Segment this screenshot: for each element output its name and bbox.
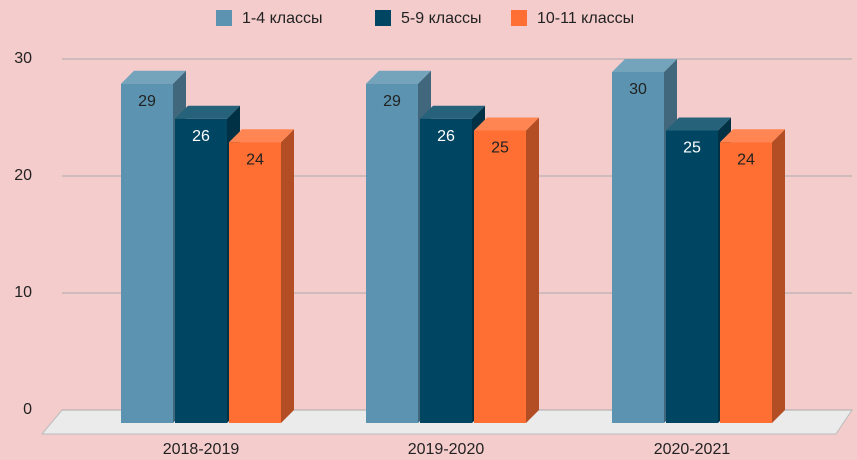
- legend-swatch: [216, 10, 232, 26]
- bar-top: [666, 117, 731, 131]
- bar: [666, 130, 718, 423]
- data-label: 29: [138, 93, 156, 110]
- bar-top: [366, 70, 431, 84]
- data-label: 24: [737, 151, 755, 168]
- bar: [366, 83, 418, 423]
- y-tick-label: 30: [14, 50, 32, 67]
- bar-top: [175, 105, 240, 119]
- bar-top: [229, 129, 294, 143]
- bar-side: [281, 129, 294, 423]
- bar-side: [772, 129, 785, 423]
- bar-top: [420, 105, 485, 119]
- bar: [612, 72, 664, 423]
- bar-top: [612, 59, 677, 72]
- data-label: 26: [437, 128, 455, 145]
- x-tick-label: 2018-2019: [163, 441, 240, 458]
- data-label: 26: [192, 128, 210, 145]
- data-label: 30: [629, 81, 647, 98]
- bar-top: [720, 129, 785, 143]
- bar-side: [526, 117, 539, 423]
- x-tick-label: 2019-2020: [408, 441, 485, 458]
- legend-label: 5-9 классы: [401, 10, 481, 27]
- legend-label: 10-11 классы: [537, 10, 634, 27]
- data-label: 29: [383, 93, 401, 110]
- bar: [420, 118, 472, 424]
- bar: [720, 142, 772, 423]
- y-tick-label: 10: [14, 284, 32, 301]
- data-label: 25: [491, 140, 509, 157]
- bar: [121, 83, 173, 423]
- x-tick-label: 2020-2021: [654, 441, 731, 458]
- legend-swatch: [511, 10, 527, 26]
- bar-top: [474, 117, 539, 131]
- bar-top: [121, 70, 186, 84]
- legend-label: 1-4 классы: [242, 10, 322, 27]
- y-tick-label: 20: [14, 167, 32, 184]
- bar: [474, 130, 526, 423]
- y-tick-label: 0: [23, 401, 32, 418]
- bar: [229, 142, 281, 423]
- data-label: 25: [683, 140, 701, 157]
- bar: [175, 118, 227, 424]
- data-label: 24: [246, 151, 264, 168]
- legend-swatch: [375, 10, 391, 26]
